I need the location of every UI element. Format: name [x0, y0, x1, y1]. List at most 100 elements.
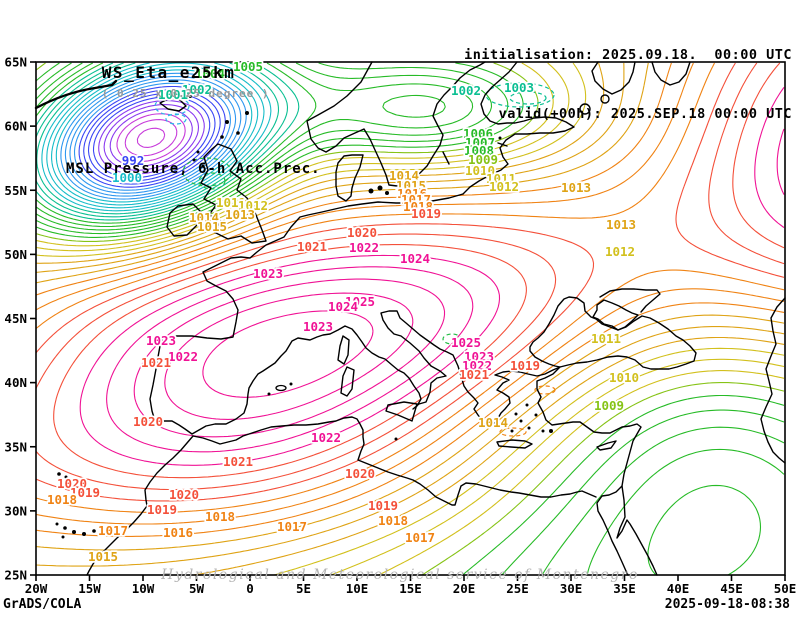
coastline-cyprus	[596, 440, 617, 451]
lake-onega	[600, 94, 610, 104]
island-dot	[196, 150, 200, 154]
island-dot	[519, 419, 523, 423]
coastlines	[34, 61, 786, 576]
island-dot	[61, 535, 65, 539]
isobar-label-1019: 1019	[70, 485, 100, 500]
isobar-label-1009: 1009	[468, 152, 498, 167]
lon-tick-label: 15W	[78, 581, 101, 596]
coastline-kanin	[651, 61, 691, 86]
precip-contour	[499, 427, 527, 437]
isobar-label-1021: 1021	[297, 239, 327, 254]
isobar-label-1018: 1018	[205, 509, 235, 524]
isobar-984	[124, 119, 178, 157]
isobar-label-1020: 1020	[169, 487, 199, 502]
island-dot	[236, 131, 240, 135]
isobar-label-1002: 1002	[182, 82, 212, 97]
island-dot	[385, 191, 389, 195]
isobar-label-1006: 1006	[463, 126, 493, 141]
isobar-1022	[79, 86, 785, 466]
isobar-label-1013: 1013	[606, 217, 636, 232]
precip-contour	[534, 385, 556, 395]
valid-time: valid(+00h): 2025.SEP.18 00:00 UTC	[498, 106, 792, 122]
coastline-black-sea	[529, 296, 697, 370]
title-block: WS_Eta_e25km ( 0.25 x 0.25 degree ) MSL …	[44, 6, 321, 215]
lon-tick-label: 20W	[25, 581, 48, 596]
isobar-989	[92, 96, 211, 179]
isobar-label-1021: 1021	[459, 367, 489, 382]
coastline-europe-main	[149, 193, 642, 576]
coastline-sicily	[385, 401, 418, 422]
run-info-block: initialisation: 2025.09.18. 00:00 UTC va…	[464, 7, 792, 163]
coastline-crete	[496, 439, 533, 449]
island-dot	[525, 403, 529, 407]
isobar-label-1019: 1019	[510, 358, 540, 373]
isobar-label-1024: 1024	[400, 251, 430, 266]
isobar-985	[116, 113, 186, 162]
isobar-label-1020: 1020	[57, 476, 87, 491]
lat-tick-label: 55N	[4, 183, 27, 198]
island-dot	[394, 437, 398, 441]
isobar-label-1019: 1019	[411, 206, 441, 221]
island-dot	[57, 472, 61, 476]
isobar-label-1011: 1011	[486, 171, 516, 186]
isobar-1003	[36, 62, 300, 221]
isobar-label-1022: 1022	[349, 240, 379, 255]
lat-tick-label: 30N	[4, 503, 27, 518]
isobar-987	[103, 104, 200, 171]
isobar-label-1015: 1015	[396, 178, 426, 193]
isobar-labels: 1005100410021001992100010111012101310141…	[45, 57, 641, 566]
isobar-label-1025: 1025	[451, 335, 481, 350]
isobar-label-1020: 1020	[345, 466, 375, 481]
isobar-label-1020: 1020	[133, 414, 163, 429]
lon-tick-label: 5W	[189, 581, 205, 596]
isobar-997	[55, 69, 253, 203]
island-dot	[55, 522, 59, 526]
isobar-label-1017: 1017	[401, 192, 431, 207]
lat-tick-label: 45N	[4, 311, 27, 326]
isobar-label-1016: 1016	[163, 525, 193, 540]
isobar-label-1023: 1023	[146, 333, 176, 348]
isobar-label-1013: 1013	[561, 180, 591, 195]
isobar-label-1019: 1019	[368, 498, 398, 513]
precip-contour	[509, 91, 547, 105]
isobar-contours	[36, 62, 785, 575]
lon-tick-label: 30E	[560, 581, 583, 596]
isobar-1004	[36, 62, 762, 575]
lon-tick-label: 20E	[453, 581, 476, 596]
island-dot	[63, 526, 67, 530]
island-dot	[82, 532, 86, 536]
isobar-1014	[36, 62, 785, 567]
small-islands	[55, 94, 553, 539]
isobar-label-1008: 1008	[464, 143, 494, 158]
coastline-gotland	[442, 151, 450, 165]
isobar-label-1023: 1023	[464, 349, 494, 364]
island-dot	[72, 530, 76, 534]
isobar-label-1018: 1018	[47, 492, 77, 507]
model-name: WS_Eta_e25km	[101, 63, 236, 82]
coastline-baltic-east	[462, 61, 575, 195]
isobar-1010	[36, 62, 785, 575]
island-dot	[377, 185, 383, 191]
coastline-great-britain	[200, 143, 267, 244]
isobar-995	[64, 76, 242, 197]
isobar-label-1021: 1021	[223, 454, 253, 469]
isobar-label-1022: 1022	[311, 430, 341, 445]
creation-timestamp: 2025-09-18-08:38	[664, 597, 790, 612]
island-dot	[541, 429, 545, 433]
isobar-1018	[36, 62, 785, 513]
island-dot	[534, 413, 538, 417]
lat-tick-label: 60N	[4, 119, 27, 134]
lat-tick-label: 35N	[4, 439, 27, 454]
isobar-label-1014: 1014	[478, 415, 508, 430]
isobar-label-1005: 1005	[233, 59, 263, 74]
isobar-label-1010: 1010	[609, 370, 639, 385]
lon-tick-label: 35E	[613, 581, 636, 596]
island-dot	[289, 382, 293, 386]
isobar-1026	[202, 310, 374, 398]
isobar-label-1014: 1014	[189, 210, 219, 225]
isobar-label-1012: 1012	[238, 198, 268, 213]
isobar-label-1014: 1014	[389, 168, 419, 183]
isobar-1016	[36, 62, 785, 537]
isobar-label-1018: 1018	[403, 199, 433, 214]
